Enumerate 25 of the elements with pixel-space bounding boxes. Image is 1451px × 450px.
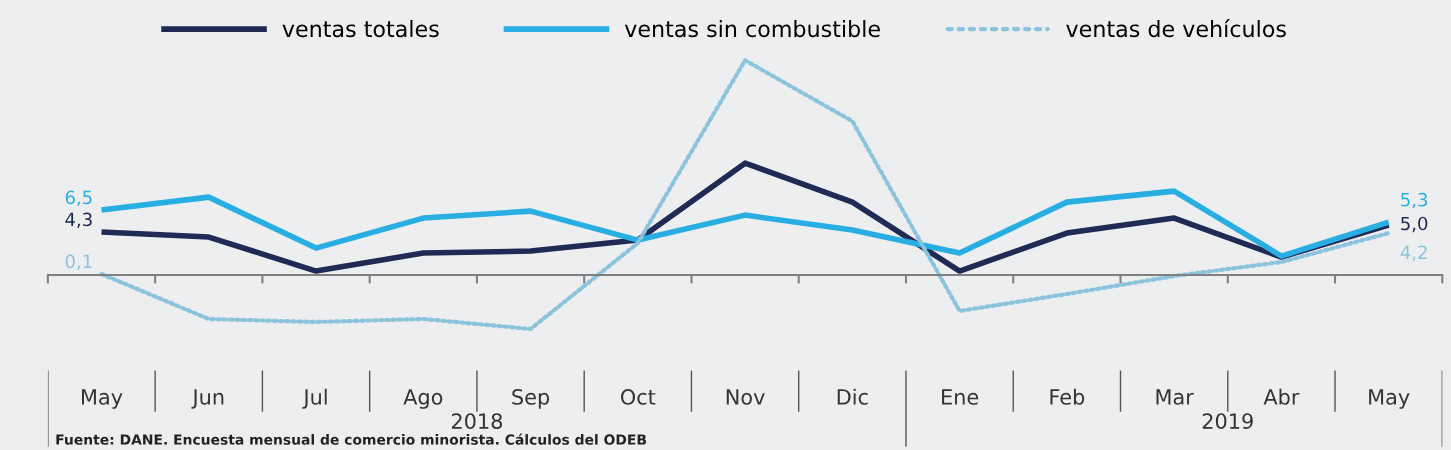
data-label: 4,3 bbox=[65, 212, 92, 229]
legend-label: ventas totales bbox=[282, 20, 439, 38]
x-tick-label: May bbox=[82, 389, 123, 409]
legend-label: ventas de vehículos bbox=[1066, 19, 1286, 38]
x-tick-label: Jun bbox=[191, 389, 224, 409]
x-tick-label: Sep bbox=[512, 389, 550, 409]
x-tick-label: May bbox=[1369, 389, 1410, 409]
data-label: 0,1 bbox=[65, 254, 92, 271]
data-label: 4,2 bbox=[1400, 245, 1427, 261]
x-tick-label: Jul bbox=[302, 388, 327, 409]
x-tick-label: Oct bbox=[620, 389, 656, 405]
x-tick-label: Ago bbox=[403, 389, 443, 409]
text: 2018 bbox=[451, 413, 503, 429]
data-label: 5,0 bbox=[1401, 216, 1428, 233]
x-tick-label: Mar bbox=[1156, 389, 1194, 405]
x-tick-label: Abr bbox=[1263, 388, 1300, 405]
text: 2019 bbox=[1202, 413, 1253, 429]
x-tick-label: Feb bbox=[1050, 388, 1085, 405]
data-label: 6,5 bbox=[65, 190, 92, 207]
source-note: Fuente: DANE. Encuesta mensual de comercio minorista. Cálculos del ODEB bbox=[56, 433, 646, 445]
x-tick-label: Dic bbox=[837, 388, 868, 405]
x-tick-label: Nov bbox=[726, 389, 765, 405]
legend-label: ventas sin combustible bbox=[624, 20, 880, 38]
data-label: 5,3 bbox=[1401, 192, 1428, 209]
x-tick-label: Ene bbox=[942, 389, 979, 405]
